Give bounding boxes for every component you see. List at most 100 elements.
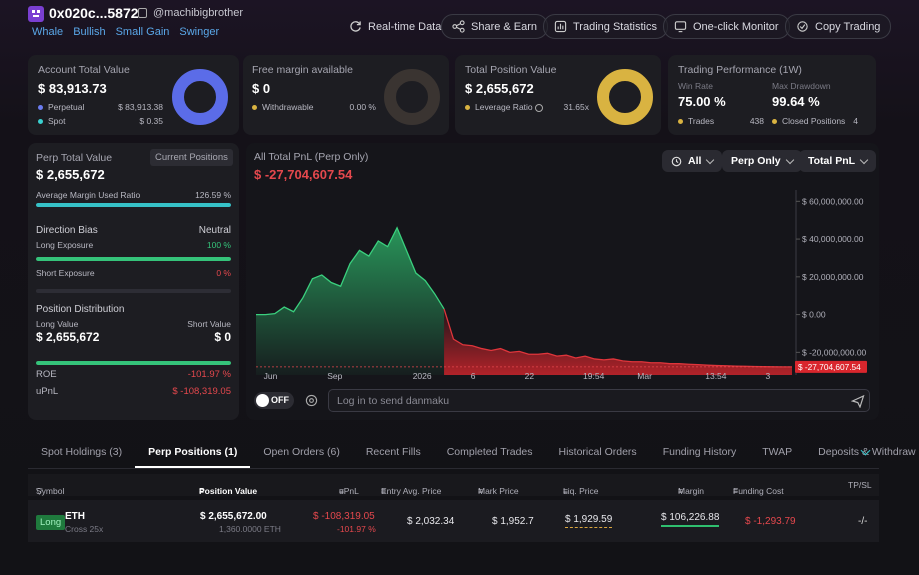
trading-statistics-button[interactable]: Trading Statistics [543, 14, 668, 39]
tag-bullish[interactable]: Bullish [73, 26, 106, 38]
y-tick-label: $ 0.00 [802, 310, 826, 320]
tab-twap[interactable]: TWAP [762, 446, 793, 458]
copy-trading-button[interactable]: Copy Trading [785, 14, 892, 39]
sort-icon: ≡ [678, 486, 683, 496]
filter-pnl-dropdown[interactable]: Total PnL [799, 150, 877, 172]
chevron-down-icon [859, 155, 869, 164]
copy-icon[interactable] [138, 8, 147, 18]
sort-icon: ≡ [199, 486, 204, 496]
copy-trading-icon [797, 21, 808, 32]
danmaku-toggle[interactable]: OFF [254, 392, 294, 409]
sort-icon: ≡ [339, 486, 344, 496]
tag-whale[interactable]: Whale [32, 26, 64, 38]
current-value-badge [795, 360, 867, 373]
x-tick-label: 13:54 [705, 371, 727, 381]
tag-list: Whale Bullish Small Gain Swinger [32, 26, 219, 38]
free-margin-value: $ 0 [252, 81, 271, 96]
pnl-title: All Total PnL (Perp Only) [254, 151, 369, 163]
total-position-value: $ 2,655,672 [465, 81, 534, 96]
pnl-value: $ -27,704,607.54 [254, 167, 353, 182]
pnl-chart: $ 60,000,000.00 $ 40,000,000.00 $ 20,000,0… [256, 190, 867, 381]
max-drawdown-value: 99.64 % [772, 94, 820, 109]
filter-all-dropdown[interactable]: All [662, 150, 723, 172]
mark-price: $ 1,952.7 [492, 516, 534, 527]
current-value-label: $ -27,704,607.54 [798, 362, 861, 372]
pnl-line-positive [256, 226, 445, 316]
win-rate-value: 75.00 % [678, 94, 726, 109]
account-donut [172, 69, 228, 125]
x-tick-label: Mar [637, 371, 652, 381]
perp-total-value: $ 2,655,672 [36, 167, 105, 182]
account-total-card: Account Total Value $ 83,913.73 Perpetua… [28, 55, 239, 135]
col-tpsl: TP/SL [848, 480, 872, 490]
tpsl-value[interactable]: -/- [858, 516, 868, 527]
tab-recent-fills[interactable]: Recent Fills [365, 446, 421, 458]
tag-small-gain[interactable]: Small Gain [115, 26, 170, 38]
total-position-card: Total Position Value $ 2,655,672 Leverag… [455, 55, 661, 135]
share-icon [452, 20, 465, 33]
coin-symbol[interactable]: ETH [65, 511, 85, 522]
y-tick-label: $ -20,000,000.00 [802, 347, 867, 357]
x-tick-label: 6 [471, 371, 476, 381]
chevron-down-icon [785, 155, 794, 164]
margin-donut [384, 69, 440, 125]
x-tick-label: 2026 [413, 371, 432, 381]
tab-open-orders-6[interactable]: Open Orders (6) [263, 446, 340, 458]
liq-price: $ 1,929.59 [565, 514, 613, 528]
positions-table-header: Symbol ▽ Position Value ≡ uPnL ≡ Entry A… [28, 474, 879, 496]
positions-tabs: Spot Holdings (3) Perp Positions (1) Open … [28, 440, 916, 468]
margin-used-bar [36, 203, 231, 207]
sort-icon: ≡ [733, 486, 738, 496]
user-handle[interactable]: @machibigbrother [153, 7, 244, 19]
filter-icon: ▽ [36, 486, 43, 496]
x-tick-label: Jun [264, 371, 278, 381]
tab-perp-positions-1[interactable]: Perp Positions (1) [135, 440, 251, 468]
pnl-area-negative [444, 308, 792, 375]
x-tick-label: 19:54 [583, 371, 605, 381]
tab-deposits-withdraw[interactable]: Deposits & Withdraw [818, 446, 916, 458]
share-earn-button[interactable]: Share & Earn [441, 14, 549, 39]
sort-icon: ≡ [381, 486, 386, 496]
filter-perp-dropdown[interactable]: Perp Only [722, 150, 802, 172]
info-icon [535, 103, 544, 112]
table-row[interactable]: Long ETH Cross 25x $ 2,655,672.00 1,360.… [28, 500, 879, 542]
account-total-value: $ 83,913.73 [38, 81, 107, 96]
current-positions-badge[interactable]: Current Positions [150, 149, 233, 166]
margin-value: $ 106,226.88 [661, 512, 720, 527]
position-value: $ 2,655,672.00 [200, 511, 267, 522]
monitor-icon [674, 21, 687, 33]
side-badge: Long [36, 515, 66, 530]
short-value: $ 0 [214, 330, 231, 344]
x-tick-label: 22 [525, 371, 535, 381]
one-click-monitor-button[interactable]: One-click Monitor [663, 14, 790, 39]
chevron-down-icon [706, 155, 715, 164]
tab-funding-history[interactable]: Funding History [662, 446, 737, 458]
position-distribution-bar [36, 361, 231, 365]
x-tick-label: Sep [327, 371, 342, 381]
tab-spot-holdings-3[interactable]: Spot Holdings (3) [41, 446, 123, 458]
pnl-area-positive [256, 227, 445, 375]
perp-panel: Perp Total Value Current Positions $ 2,6… [28, 143, 239, 420]
sort-icon: ≡ [563, 486, 568, 496]
realtime-data-button[interactable]: Real-time Data [339, 14, 451, 39]
tab-completed-trades[interactable]: Completed Trades [446, 446, 533, 458]
y-tick-label: $ 40,000,000.00 [802, 234, 864, 244]
refresh-icon [350, 21, 361, 32]
y-tick-label: $ 60,000,000.00 [802, 196, 864, 206]
divider [28, 468, 879, 469]
settings-icon[interactable] [305, 394, 318, 407]
free-margin-card: Free margin available $ 0 Withdrawable 0… [243, 55, 449, 135]
tab-historical-orders[interactable]: Historical Orders [558, 446, 637, 458]
clock-icon [671, 156, 682, 166]
tag-swinger[interactable]: Swinger [179, 26, 220, 38]
danmaku-input[interactable]: Log in to send danmaku [328, 389, 870, 412]
trading-performance-card: Trading Performance (1W) Win Rate Max Dr… [668, 55, 876, 135]
short-exposure-bar [36, 289, 231, 293]
x-tick-label: 3 [766, 371, 771, 381]
long-exposure-bar [36, 257, 231, 261]
pnl-line-negative [443, 308, 793, 368]
send-icon[interactable] [851, 394, 865, 408]
funding-cost: $ -1,293.79 [745, 516, 796, 527]
position-donut [597, 69, 653, 125]
long-value: $ 2,655,672 [36, 330, 100, 344]
